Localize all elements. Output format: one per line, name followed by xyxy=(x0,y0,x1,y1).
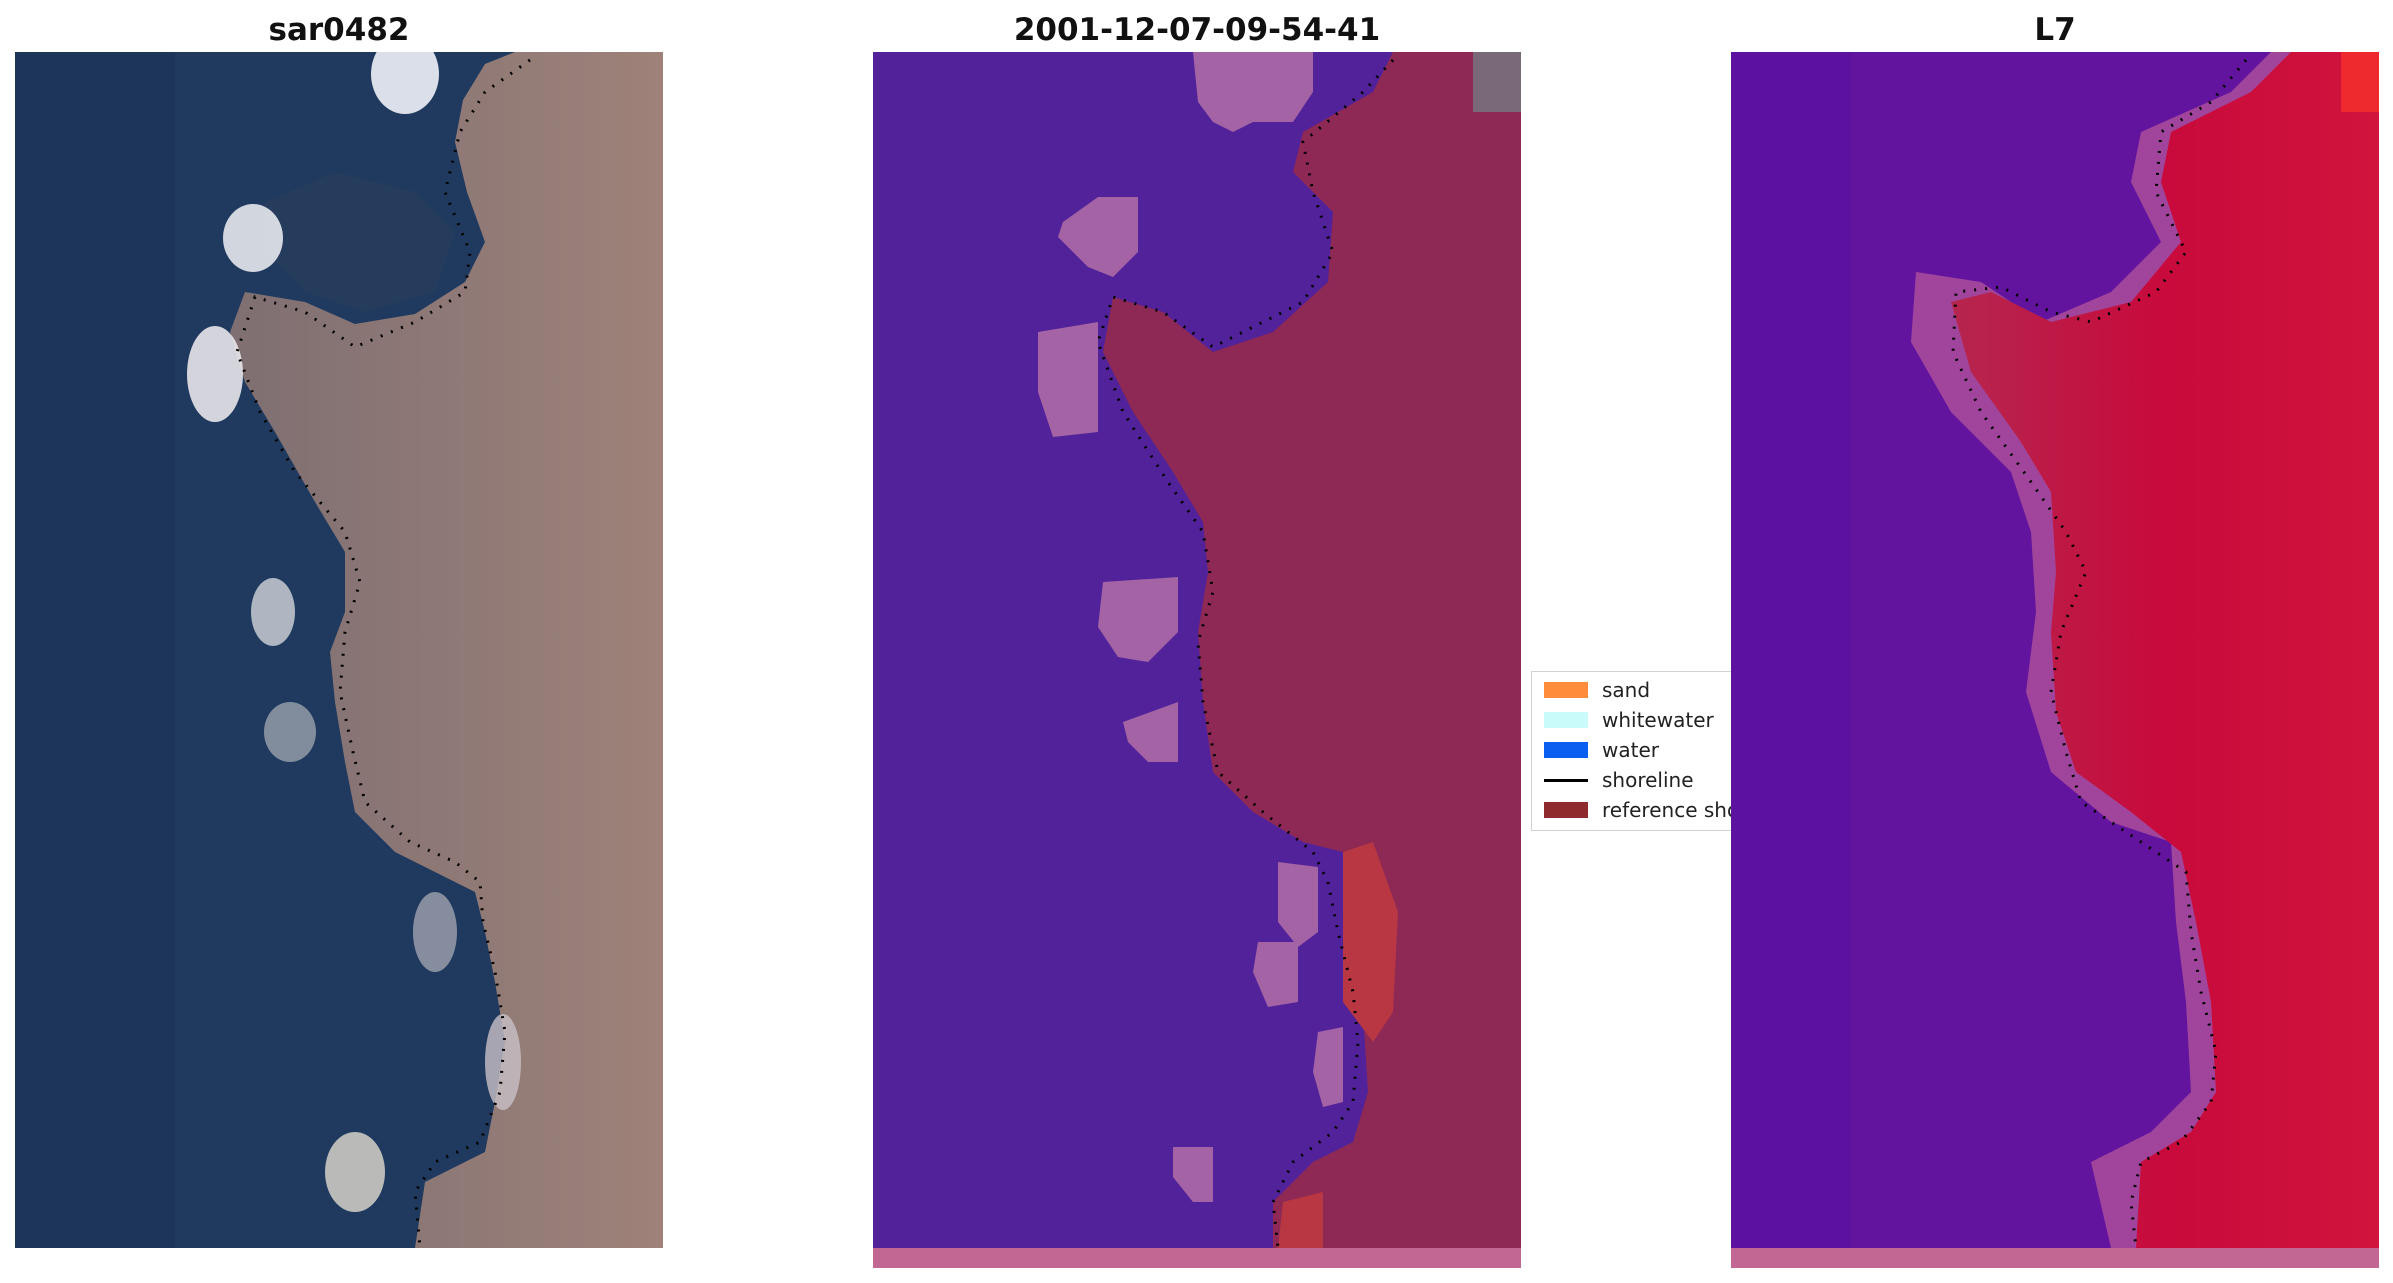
legend-label: reference shoreline xyxy=(1602,798,1737,822)
legend-swatch-reference-shoreline xyxy=(1544,802,1588,818)
deep-water-area xyxy=(15,52,175,1248)
whitewater-patch xyxy=(371,52,439,114)
whitewater-class-patch xyxy=(1038,322,1098,437)
legend: sand whitewater water shoreline referenc… xyxy=(1531,671,1737,831)
bottom-strip xyxy=(873,1248,1521,1268)
whitewater-patch xyxy=(325,1132,385,1212)
legend-item-reference-shoreline: reference shoreline xyxy=(1538,796,1737,824)
nodata-patch xyxy=(1473,52,1521,112)
index-image xyxy=(1731,52,2379,1268)
land-class-area xyxy=(1103,52,1521,1248)
whitewater-class-patch xyxy=(1173,1147,1213,1202)
dark-inlet xyxy=(265,172,455,312)
land-area xyxy=(230,52,663,1248)
sand-class-patch xyxy=(1278,1192,1323,1248)
whitewater-class-patch xyxy=(1193,52,1313,132)
legend-label: water xyxy=(1602,738,1659,762)
shoreline-dotted xyxy=(1096,58,1395,1249)
classification-panel xyxy=(873,52,1521,1268)
legend-item-whitewater: whitewater xyxy=(1538,706,1737,734)
legend-item-shoreline: shoreline xyxy=(1538,766,1737,794)
whitewater-patch xyxy=(264,702,316,762)
legend-label: shoreline xyxy=(1602,768,1694,792)
whitewater-class-patch xyxy=(1058,197,1138,277)
whitewater-class-patch xyxy=(1278,862,1318,947)
deep-low-index-area xyxy=(1731,52,1851,1248)
high-index-area xyxy=(1951,52,2379,1248)
whitewater-patch xyxy=(223,204,283,272)
legend-swatch-sand xyxy=(1544,682,1588,698)
whitewater-patch xyxy=(485,1014,521,1110)
legend-item-water: water xyxy=(1538,736,1737,764)
legend-label: sand xyxy=(1602,678,1651,702)
whitewater-patch xyxy=(413,892,457,972)
whitewater-patch xyxy=(187,326,243,422)
bright-corner-patch xyxy=(2341,52,2379,112)
whitewater-patch xyxy=(251,578,295,646)
legend-item-sand: sand xyxy=(1538,676,1737,704)
bottom-strip xyxy=(1731,1248,2379,1268)
sand-class-patch xyxy=(1343,842,1398,1042)
panel-title-index: L7 xyxy=(2034,12,2076,48)
panel-title-rgb: sar0482 xyxy=(268,12,410,48)
legend-label: whitewater xyxy=(1602,708,1714,732)
whitewater-class-patch xyxy=(1123,702,1178,762)
rgb-image-panel xyxy=(15,52,663,1248)
index-panel xyxy=(1731,52,2379,1268)
whitewater-class-patch xyxy=(1313,1027,1343,1107)
legend-swatch-water xyxy=(1544,742,1588,758)
whitewater-class-patch xyxy=(1253,942,1298,1007)
legend-swatch-whitewater xyxy=(1544,712,1588,728)
whitewater-class-patch xyxy=(1098,577,1178,662)
rgb-image xyxy=(15,52,663,1248)
panel-title-classification: 2001-12-07-09-54-41 xyxy=(1013,12,1381,48)
legend-line-shoreline xyxy=(1544,779,1588,782)
classification-image xyxy=(873,52,1521,1268)
